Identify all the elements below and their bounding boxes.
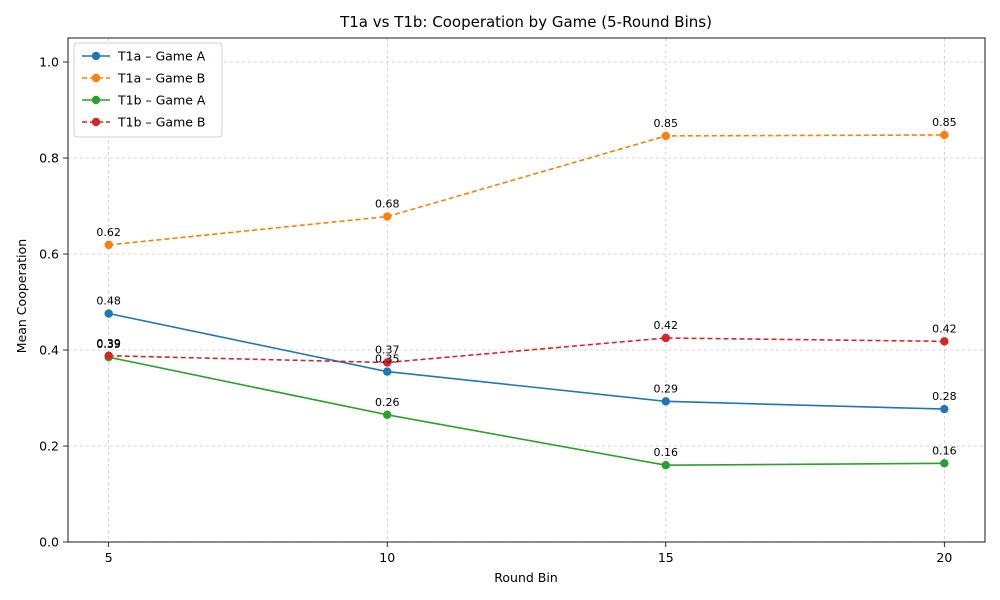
y-tick-label: 0.8: [39, 151, 59, 166]
legend-box: [73, 42, 223, 138]
x-tick-label: 15: [658, 550, 674, 565]
y-tick-label: 0.2: [39, 439, 59, 454]
data-label: 0.39: [96, 337, 121, 350]
legend-label: T1a – Game B: [117, 71, 205, 86]
data-label: 0.29: [654, 382, 679, 395]
series-line: [108, 312, 945, 410]
legend-label: T1b – Game A: [117, 93, 206, 108]
x-tick-label: 20: [936, 550, 952, 565]
data-point: [940, 130, 949, 140]
data-point: [383, 367, 392, 376]
data-point: [661, 131, 670, 141]
y-tick-label: 0.6: [39, 247, 59, 262]
x-axis-label: Round Bin: [494, 570, 558, 585]
data-point: [940, 459, 949, 468]
data-label: 0.35: [375, 353, 400, 366]
data-point: [661, 333, 670, 343]
legend-label: T1a – Game A: [117, 49, 206, 64]
data-point: [940, 337, 949, 346]
series-line: [108, 337, 945, 364]
data-point: [104, 351, 113, 360]
plot-frame: [67, 37, 986, 543]
series-line: [108, 134, 945, 246]
data-point: [383, 358, 392, 367]
data-label: 0.48: [96, 295, 121, 308]
data-point: [661, 397, 670, 406]
data-label: 0.26: [375, 396, 400, 409]
y-tick-label: 1.0: [39, 55, 59, 70]
y-tick-label: 0.4: [39, 343, 59, 358]
data-point: [383, 410, 392, 419]
data-label: 0.16: [932, 444, 957, 457]
legend-marker: [91, 73, 101, 83]
y-axis-label: Mean Cooperation: [14, 239, 29, 353]
data-point: [104, 309, 113, 318]
data-point: [383, 212, 392, 221]
data-label: 0.85: [654, 117, 679, 130]
data-label: 0.68: [375, 198, 400, 211]
series-group: [104, 130, 949, 470]
data-label: 0.16: [654, 446, 679, 459]
data-label: 0.85: [932, 116, 957, 129]
series-line: [108, 356, 945, 467]
chart-title: T1a vs T1b: Cooperation by Game (5-Round…: [339, 13, 712, 31]
data-label: 0.39: [96, 338, 121, 351]
legend-marker: [91, 51, 101, 61]
data-point: [661, 461, 670, 470]
x-tick-label: 10: [379, 550, 395, 565]
legend: T1a – Game A T1a – Game B T1b – Game A T1b …: [73, 42, 223, 138]
data-point: [104, 240, 113, 250]
data-labels: 0.48 0.35 0.29 0.28 0.62 0.68 0.85 0.85 0.39 0.26…: [96, 116, 956, 459]
data-label: 0.37: [375, 343, 400, 356]
data-point: [940, 404, 949, 414]
y-tick-label: 0.0: [39, 535, 59, 550]
data-label: 0.28: [932, 390, 957, 403]
legend-marker: [91, 95, 101, 105]
x-tick-label: 5: [105, 550, 113, 565]
axes: 5 10 15 20 0.0 0.2 0.4 0.6 0.8 1.0: [39, 37, 986, 565]
legend-marker: [91, 117, 101, 127]
data-label: 0.42: [932, 322, 957, 335]
legend-label: T1b – Game B: [117, 115, 205, 130]
data-label: 0.62: [96, 226, 121, 239]
data-label: 0.42: [654, 319, 679, 332]
